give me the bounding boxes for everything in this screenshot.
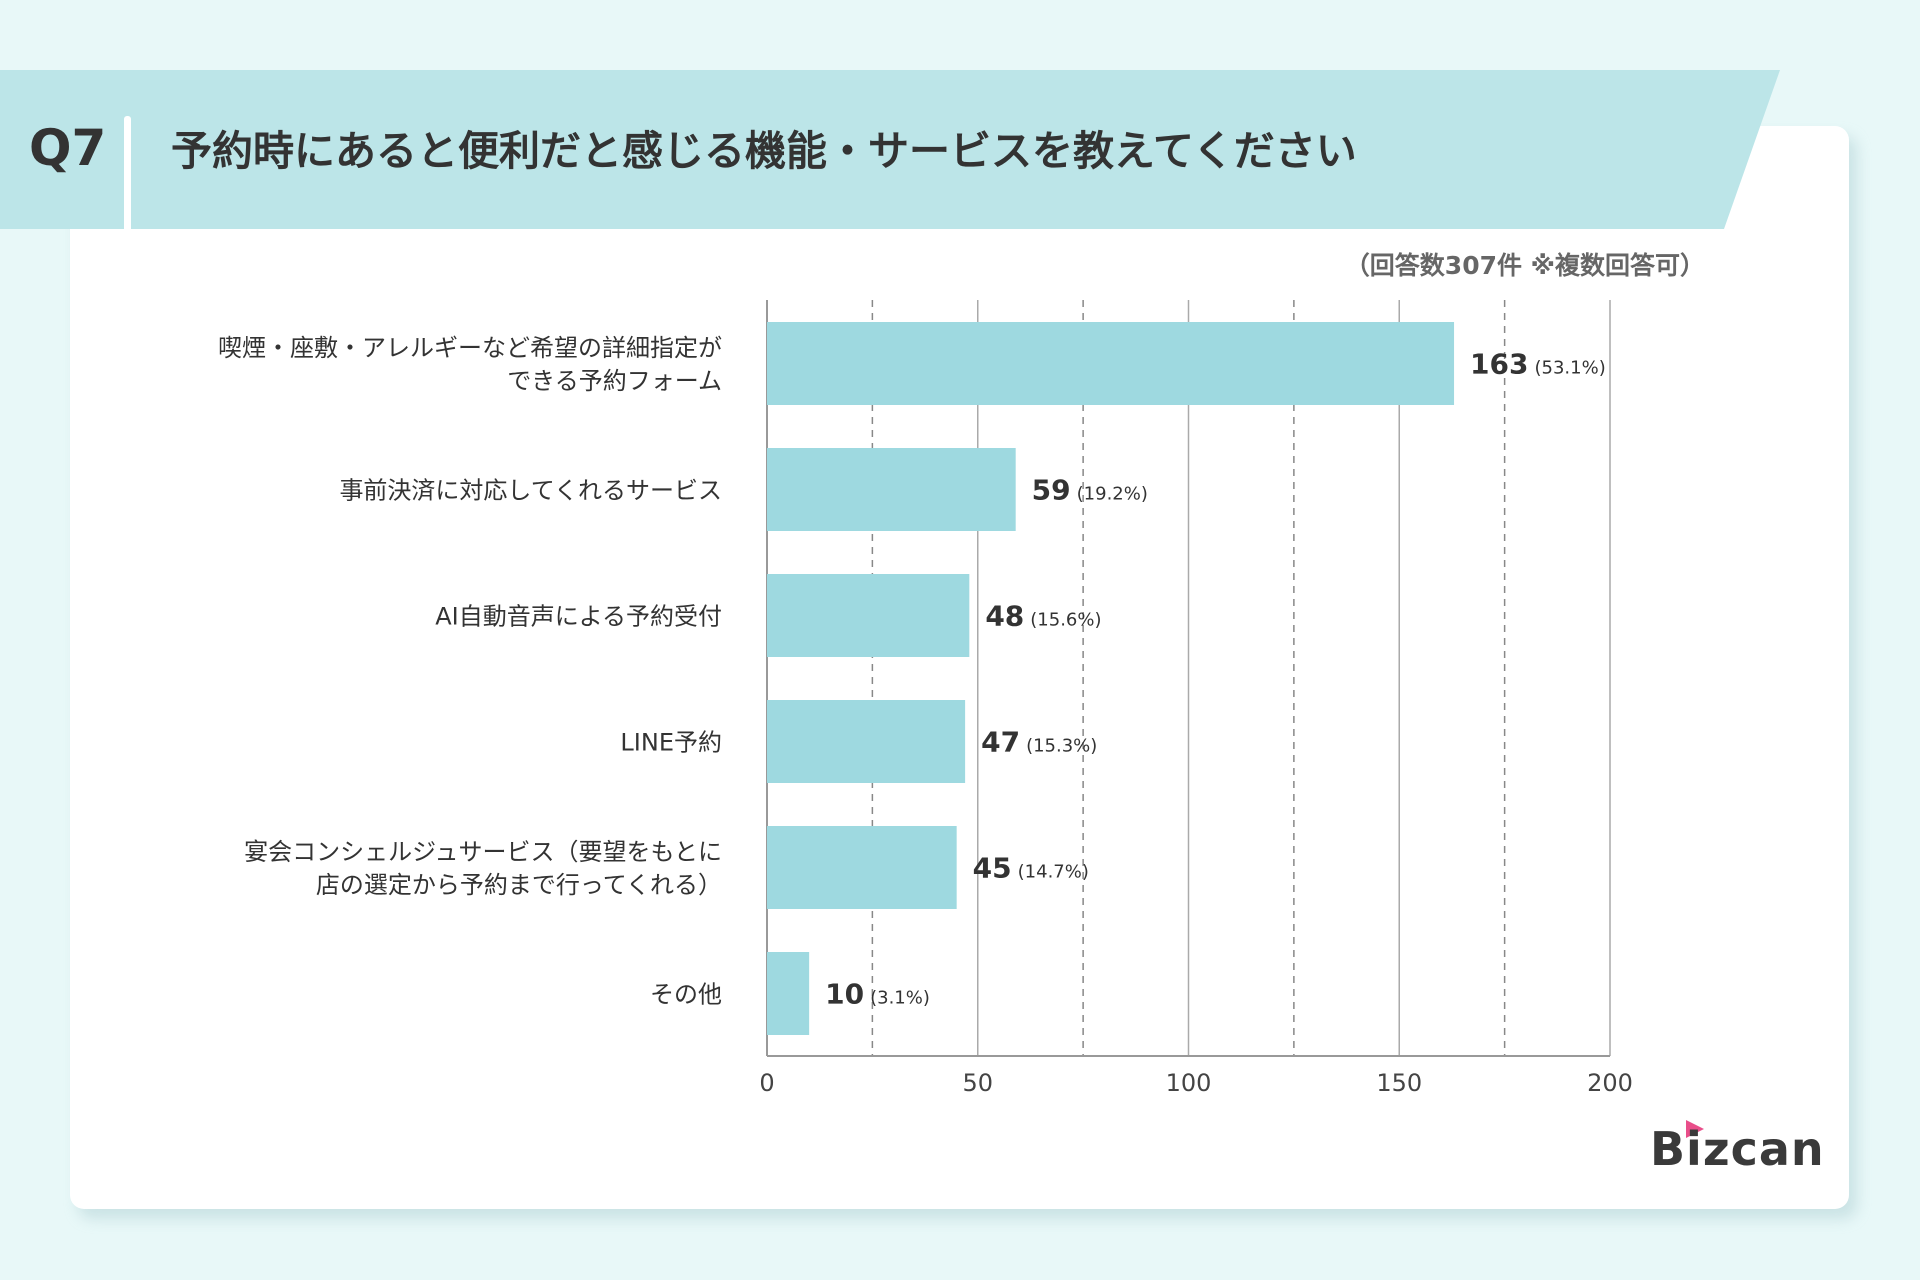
value-count: 10: [825, 978, 864, 1011]
category-label: 喫煙・座敷・アレルギーなど希望の詳細指定が: [218, 334, 722, 362]
bizcan-logo: Bizcan: [1650, 1122, 1825, 1176]
logo-mark-icon: [1686, 1120, 1704, 1138]
header-band: [0, 70, 1780, 229]
x-tick-label: 200: [1587, 1069, 1633, 1097]
question-number: Q7: [29, 119, 107, 177]
chart-card: [70, 126, 1849, 1209]
x-tick-label: 150: [1376, 1069, 1422, 1097]
value-label: 48 (15.6%): [985, 600, 1101, 633]
x-tick-label: 100: [1166, 1069, 1212, 1097]
category-label: AI自動音声による予約受付: [435, 603, 722, 631]
bar: [767, 322, 1455, 405]
x-tick-label: 0: [759, 1069, 774, 1097]
value-count: 48: [985, 600, 1024, 633]
value-percent: (53.1%): [1534, 358, 1605, 379]
value-percent: (15.6%): [1030, 610, 1101, 631]
category-label: できる予約フォーム: [507, 367, 722, 395]
value-label: 45 (14.7%): [973, 852, 1089, 885]
value-count: 47: [981, 726, 1020, 759]
value-count: 59: [1032, 474, 1071, 507]
category-label: 店の選定から予約まで行ってくれる）: [316, 871, 722, 899]
value-percent: (15.3%): [1026, 736, 1097, 757]
bar: [767, 826, 957, 909]
value-percent: (3.1%): [870, 988, 930, 1009]
value-percent: (19.2%): [1077, 484, 1148, 505]
value-label: 59 (19.2%): [1032, 474, 1148, 507]
category-label: 事前決済に対応してくれるサービス: [339, 477, 722, 505]
header-divider: [124, 116, 131, 229]
response-note: （回答数307件 ※複数回答可）: [1344, 251, 1705, 280]
category-label: LINE予約: [620, 729, 722, 757]
value-label: 10 (3.1%): [825, 978, 930, 1011]
value-label: 47 (15.3%): [981, 726, 1097, 759]
value-count: 45: [973, 852, 1012, 885]
bar: [767, 574, 970, 657]
category-label: その他: [650, 981, 722, 1009]
value-count: 163: [1470, 348, 1528, 381]
value-label: 163 (53.1%): [1470, 348, 1606, 381]
category-label: 宴会コンシェルジュサービス（要望をもとに: [244, 838, 722, 866]
value-percent: (14.7%): [1018, 862, 1089, 883]
x-tick-label: 50: [962, 1069, 993, 1097]
bar: [767, 952, 810, 1035]
chart-title: 予約時にあると便利だと感じる機能・サービスを教えてください: [171, 127, 1357, 175]
bar: [767, 700, 966, 783]
bar: [767, 448, 1016, 531]
